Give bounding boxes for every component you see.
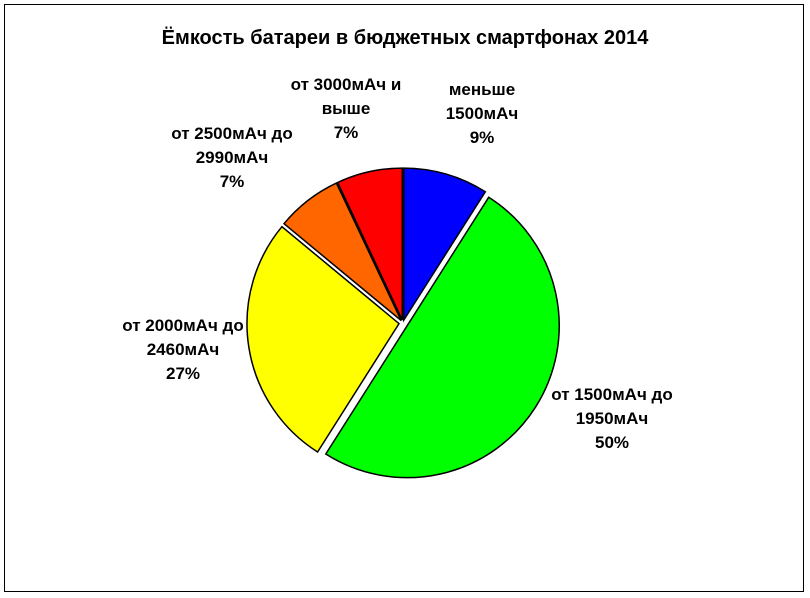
slice-category-label: 1500мАч [446, 104, 519, 123]
slice-label: от 2500мАч до 2990мАч 7% [171, 124, 292, 191]
chart-title: Ёмкость батареи в бюджетных смартфонах 2… [162, 26, 650, 49]
pie-slice [282, 182, 402, 322]
slice-category-label: от 3000мАч и [291, 75, 402, 94]
pie-slices [246, 167, 561, 479]
slice-category-label: от 2500мАч до [171, 124, 292, 143]
slice-label: меньше 1500мАч 9% [446, 80, 519, 147]
slice-value-label: 50% [595, 433, 629, 452]
slice-category-label: меньше [449, 80, 515, 99]
slice-labels: меньше 1500мАч 9%от 1500мАч до 1950мАч 50%от… [122, 75, 672, 452]
slice-label: от 3000мАч и выше 7% [291, 75, 402, 142]
slice-value-label: 27% [166, 364, 200, 383]
slice-category-label: от 1500мАч до [551, 385, 672, 404]
slice-label: от 1500мАч до 1950мАч 50% [551, 385, 672, 452]
slice-category-label: от 2000мАч до [122, 316, 243, 335]
slice-value-label: 7% [220, 172, 245, 191]
slice-category-label: 1950мАч [576, 409, 649, 428]
slice-category-label: 2460мАч [147, 340, 220, 359]
slice-category-label: 2990мАч [196, 148, 269, 167]
slice-category-label: выше [322, 99, 371, 118]
slice-value-label: 7% [334, 123, 359, 142]
pie-slice [246, 225, 400, 454]
pie-slice [336, 167, 404, 321]
pie-slice [403, 167, 487, 323]
slice-label: от 2000мАч до 2460мАч 27% [122, 316, 243, 383]
slice-value-label: 9% [470, 128, 495, 147]
pie-slice [324, 196, 561, 479]
